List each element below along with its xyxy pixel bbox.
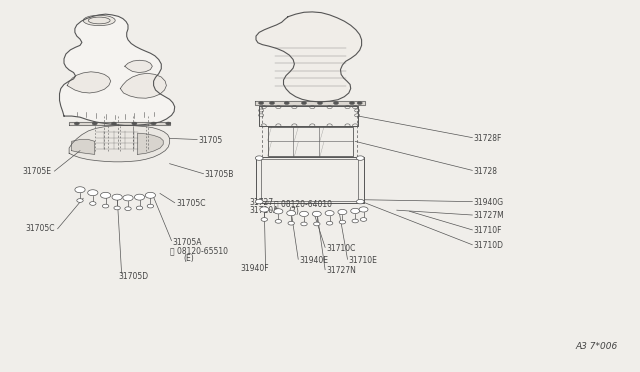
Circle shape <box>259 102 264 105</box>
Circle shape <box>145 192 156 198</box>
Text: 31705E: 31705E <box>22 167 51 176</box>
Polygon shape <box>138 133 163 154</box>
Text: 31940E: 31940E <box>300 256 328 265</box>
Circle shape <box>326 221 333 225</box>
Circle shape <box>357 102 362 105</box>
Text: 31705C: 31705C <box>176 199 205 208</box>
Circle shape <box>74 122 79 125</box>
Circle shape <box>338 209 347 215</box>
Polygon shape <box>120 73 166 98</box>
Circle shape <box>147 204 154 208</box>
Text: A3 7*006: A3 7*006 <box>575 342 618 351</box>
Circle shape <box>339 220 346 224</box>
Circle shape <box>274 209 283 214</box>
Circle shape <box>275 219 282 223</box>
Circle shape <box>111 122 116 125</box>
Polygon shape <box>255 101 365 105</box>
Ellipse shape <box>83 15 115 26</box>
Text: Ⓑ 08120-64010: Ⓑ 08120-64010 <box>274 199 332 208</box>
Circle shape <box>356 199 364 204</box>
Circle shape <box>123 195 133 201</box>
Circle shape <box>255 199 263 204</box>
Circle shape <box>351 208 360 214</box>
Text: 31940G: 31940G <box>474 198 504 207</box>
Text: 31705A: 31705A <box>173 238 202 247</box>
Text: 31710C: 31710C <box>326 244 356 253</box>
Circle shape <box>88 190 98 196</box>
Circle shape <box>359 207 368 212</box>
Circle shape <box>77 199 83 202</box>
Text: 31727M: 31727M <box>474 211 504 220</box>
Circle shape <box>352 219 358 223</box>
Text: 31727N: 31727N <box>326 266 356 275</box>
Circle shape <box>166 122 171 125</box>
Circle shape <box>114 206 120 210</box>
Circle shape <box>300 211 308 217</box>
Circle shape <box>75 187 85 193</box>
Text: 31705D: 31705D <box>118 272 148 280</box>
Polygon shape <box>256 12 362 102</box>
Text: (7): (7) <box>288 207 299 216</box>
Text: 31705B: 31705B <box>205 170 234 179</box>
Circle shape <box>100 192 111 198</box>
Circle shape <box>269 102 275 105</box>
Circle shape <box>151 122 156 125</box>
Circle shape <box>284 102 289 105</box>
Circle shape <box>92 122 97 125</box>
Circle shape <box>255 156 263 160</box>
Circle shape <box>360 218 367 221</box>
Circle shape <box>261 218 268 221</box>
Circle shape <box>136 206 143 210</box>
Circle shape <box>102 204 109 208</box>
Text: 31728F: 31728F <box>474 134 502 143</box>
Polygon shape <box>60 14 175 125</box>
Circle shape <box>312 211 321 217</box>
Text: 31710E: 31710E <box>349 256 378 265</box>
Polygon shape <box>67 72 111 93</box>
Circle shape <box>132 122 137 125</box>
Text: 31728: 31728 <box>474 167 498 176</box>
Polygon shape <box>72 140 95 154</box>
Circle shape <box>288 221 294 225</box>
Circle shape <box>301 102 307 105</box>
Text: 31710A: 31710A <box>250 206 279 215</box>
Circle shape <box>325 211 334 216</box>
Polygon shape <box>69 125 170 162</box>
Circle shape <box>317 102 323 105</box>
Circle shape <box>112 194 122 200</box>
Text: 31710F: 31710F <box>474 226 502 235</box>
Text: 31705: 31705 <box>198 136 223 145</box>
Text: (E): (E) <box>184 254 195 263</box>
Text: 31727: 31727 <box>250 198 274 207</box>
Circle shape <box>301 222 307 226</box>
Circle shape <box>287 211 296 216</box>
Circle shape <box>125 207 131 211</box>
Circle shape <box>134 194 145 200</box>
Circle shape <box>349 102 355 105</box>
Circle shape <box>356 156 364 160</box>
Polygon shape <box>69 122 170 125</box>
Circle shape <box>314 222 320 226</box>
Polygon shape <box>125 60 152 73</box>
Text: Ⓑ 08120-65510: Ⓑ 08120-65510 <box>170 247 228 256</box>
Circle shape <box>333 102 339 105</box>
Text: 31940F: 31940F <box>240 264 269 273</box>
Text: 31710D: 31710D <box>474 241 504 250</box>
Circle shape <box>90 202 96 205</box>
Text: 31705C: 31705C <box>26 224 55 233</box>
Circle shape <box>260 207 269 212</box>
